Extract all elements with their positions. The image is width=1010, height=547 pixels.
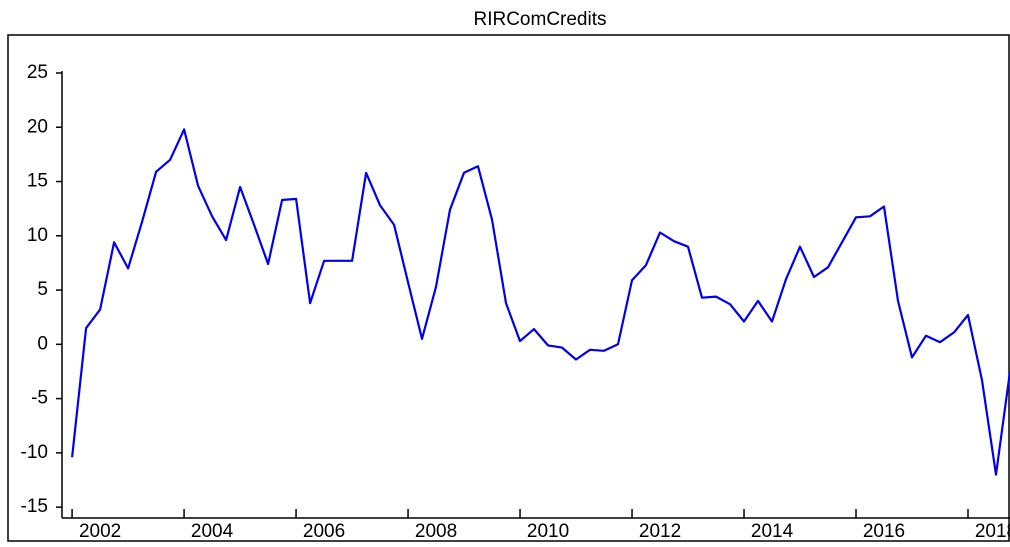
x-tick-label: 2004 [191, 521, 234, 542]
x-tick-label: 2008 [415, 521, 457, 542]
x-tick-label: 2002 [79, 521, 121, 542]
y-tick-label: 25 [27, 62, 48, 83]
y-tick-label: -5 [31, 388, 48, 409]
frame [7, 34, 1010, 542]
y-tick-label: 5 [37, 279, 48, 300]
x-tick-label: 2014 [751, 521, 794, 542]
x-tick-label: 2010 [527, 521, 569, 542]
y-tick-label: -10 [21, 442, 48, 463]
x-tick-label: 2012 [639, 521, 681, 542]
x-tick-label: 2018 [975, 521, 1010, 542]
y-tick-label: 20 [27, 116, 48, 137]
y-tick-label: 10 [27, 225, 48, 246]
x-tick-label: 2006 [303, 521, 345, 542]
x-tick-label: 2016 [863, 521, 905, 542]
y-tick-label: -15 [21, 496, 48, 517]
chart-title: RIRComCredits [473, 9, 606, 30]
y-tick-label: 0 [37, 333, 48, 354]
series-line [71, 128, 1010, 476]
y-tick-label: 15 [27, 171, 48, 192]
